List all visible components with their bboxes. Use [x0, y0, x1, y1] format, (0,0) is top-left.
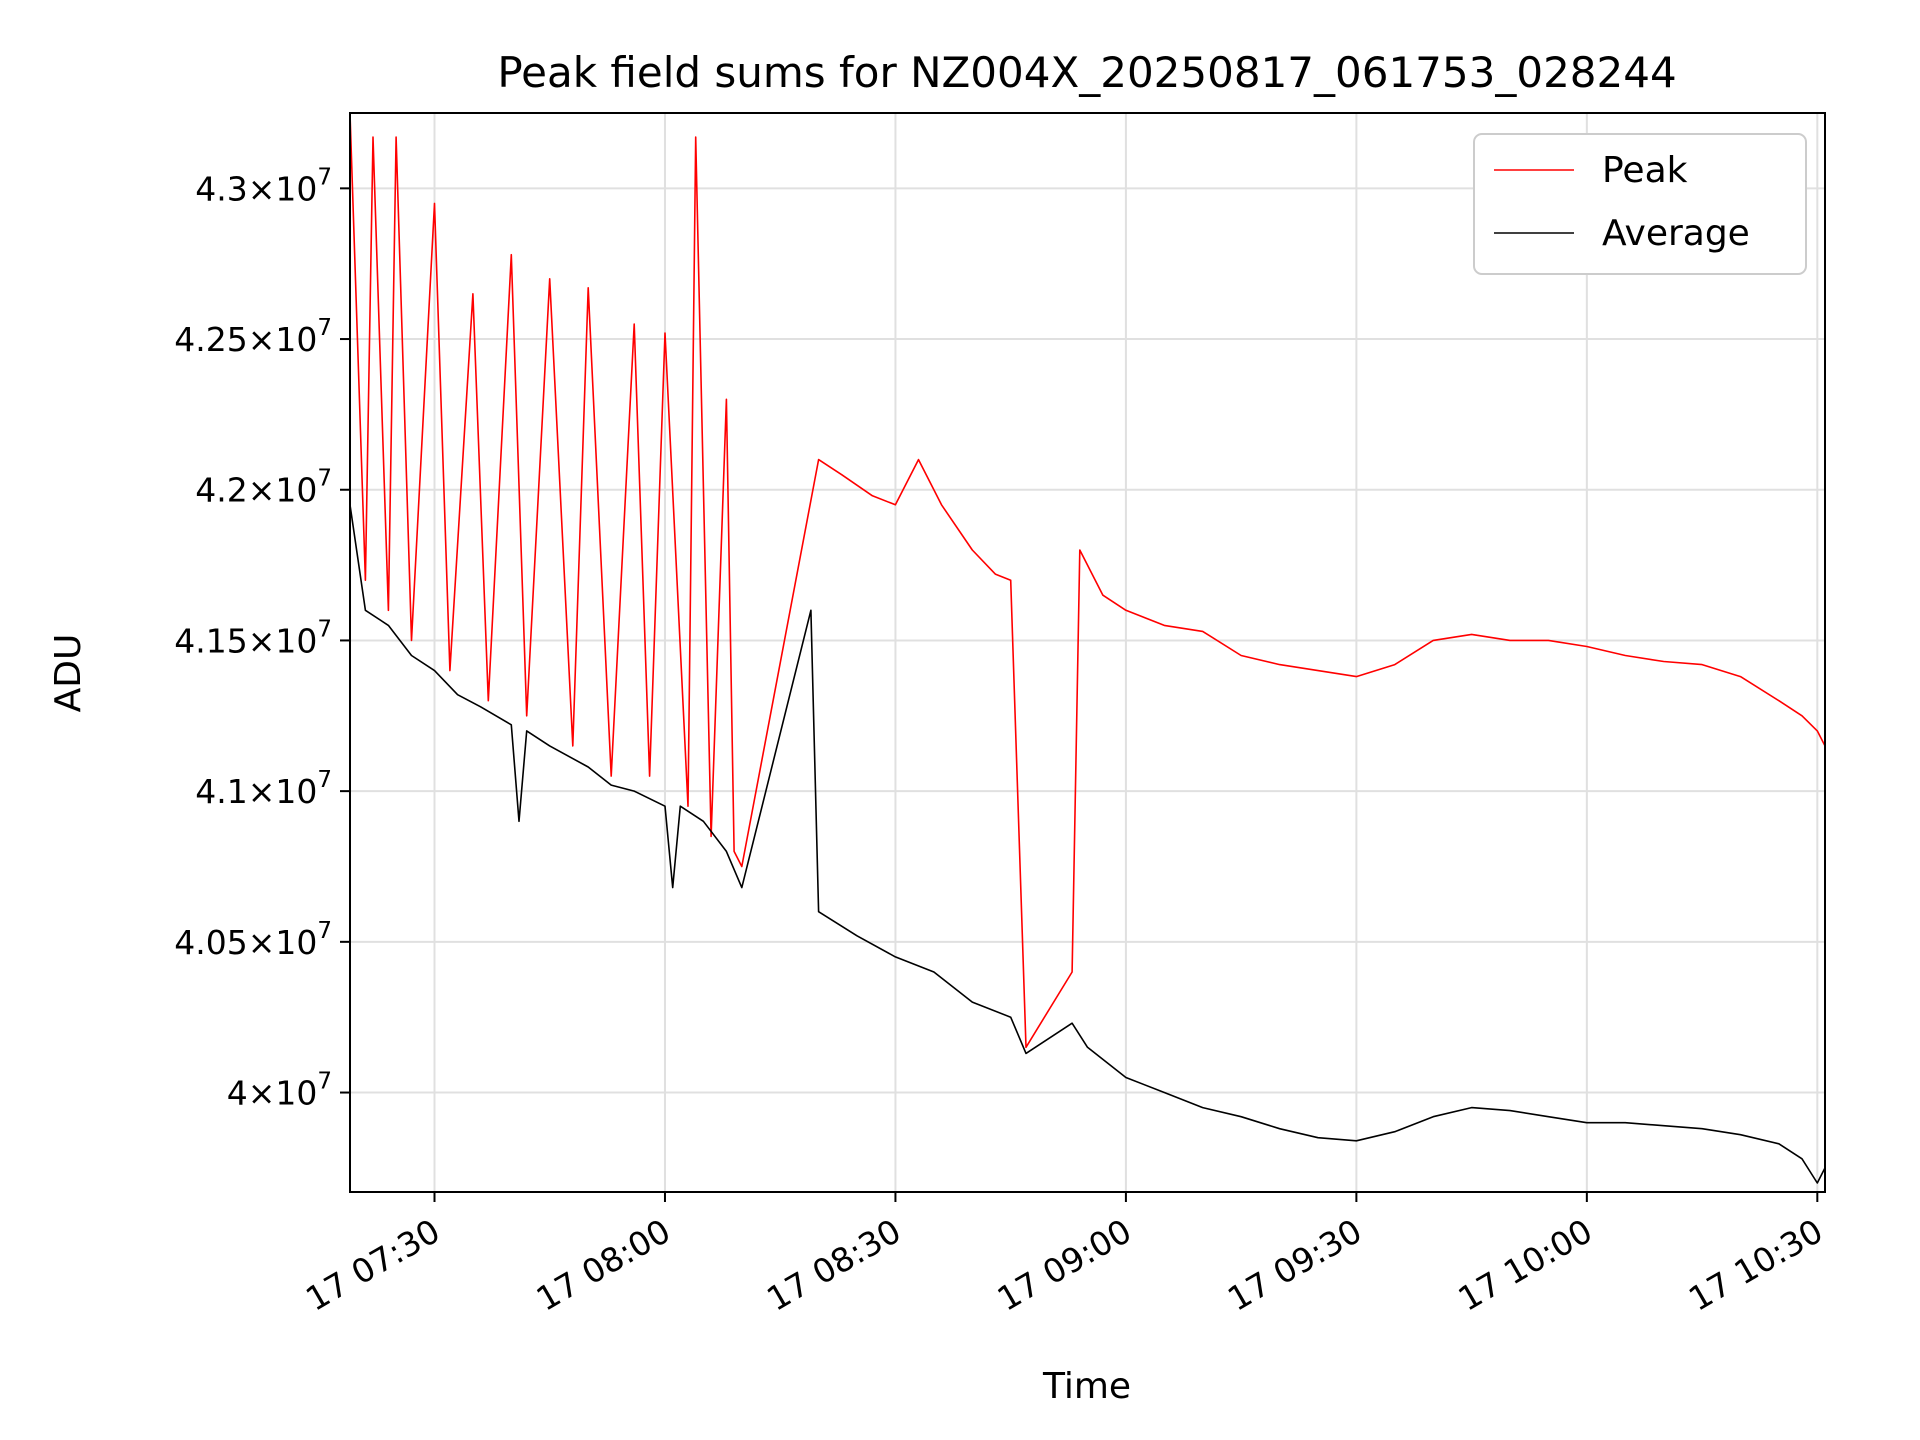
y-tick-exponent: 7 [317, 164, 332, 190]
axes-frame [349, 112, 1826, 1193]
y-tick-label: 4.05×107 [174, 918, 332, 962]
y-tick-times: ×10 [248, 923, 318, 962]
legend-box [1473, 133, 1807, 275]
legend: Peak Average [1473, 133, 1807, 275]
x-axis-label: Time [1042, 1366, 1131, 1407]
y-axis: 4×1074.05×1074.1×1074.15×1074.2×1074.25×… [174, 164, 350, 1113]
y-tick-times: ×10 [248, 320, 318, 359]
series-line-average [350, 504, 1825, 1184]
y-tick-times: ×10 [248, 169, 318, 208]
y-tick-exponent: 7 [317, 466, 332, 492]
y-tick-exponent: 7 [317, 315, 332, 341]
y-tick-label: 4.1×107 [195, 767, 332, 811]
y-tick-exponent: 7 [317, 1069, 332, 1095]
y-tick-mantissa: 4.25 [174, 320, 247, 359]
chart-title: Peak field sums for NZ004X_20250817_0617… [497, 48, 1676, 97]
y-tick-exponent: 7 [317, 918, 332, 944]
y-tick-mantissa: 4.05 [174, 923, 247, 962]
y-tick-exponent: 7 [317, 767, 332, 793]
y-tick-times: ×10 [248, 772, 318, 811]
y-axis-label: ADU [48, 634, 89, 713]
y-tick-mantissa: 4.3 [195, 169, 247, 208]
y-tick-mantissa: 4.1 [195, 772, 247, 811]
y-tick-mantissa: 4.15 [174, 621, 247, 660]
series-line-peak [350, 113, 1825, 1049]
y-tick-times: ×10 [248, 621, 318, 660]
y-tick-exponent: 7 [317, 616, 332, 642]
plot-area [350, 113, 1825, 1184]
grid [350, 113, 1825, 1192]
y-tick-times: ×10 [248, 1074, 318, 1113]
y-tick-mantissa: 4 [227, 1074, 248, 1113]
y-tick-label: 4.25×107 [174, 315, 332, 359]
y-tick-label: 4.15×107 [174, 616, 332, 660]
y-tick-label: 4.3×107 [195, 164, 332, 208]
y-tick-label: 4×107 [227, 1069, 332, 1113]
y-tick-times: ×10 [248, 471, 318, 510]
legend-label: Average [1602, 213, 1750, 254]
y-tick-mantissa: 4.2 [195, 471, 247, 510]
y-tick-label: 4.2×107 [195, 466, 332, 510]
legend-label: Peak [1602, 150, 1688, 191]
